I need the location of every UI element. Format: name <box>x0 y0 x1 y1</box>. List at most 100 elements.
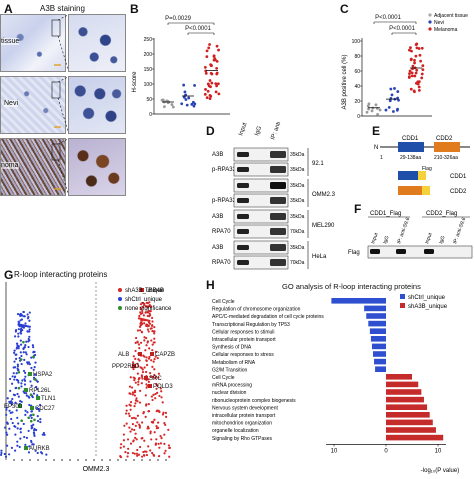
g-point-sha3b <box>159 387 162 390</box>
g-point-sha3b <box>153 373 156 377</box>
g-point-sha3b <box>158 394 161 398</box>
g-point-shctrl <box>19 437 22 440</box>
g-point-shctrl <box>39 418 42 421</box>
row-label-nevi: Nevi <box>4 100 19 107</box>
d-band-ip <box>270 228 286 235</box>
panel-c-letter: C <box>340 2 349 16</box>
panel-g-letter: G <box>4 268 14 282</box>
d-band-ip <box>270 244 286 251</box>
g-point-sha3b <box>125 422 128 425</box>
g-point-shctrl <box>23 383 27 386</box>
g-point-sha3b <box>123 424 126 427</box>
g-point-sha3b <box>146 328 150 331</box>
g-point-shctrl <box>34 373 37 376</box>
b-ytick: 150 <box>144 67 153 73</box>
g-point-sha3b <box>149 372 152 375</box>
e-cdd1-label: CDD1 <box>402 136 419 142</box>
h-bar-shctrl <box>374 358 386 365</box>
g-point-sha3b <box>134 436 137 439</box>
c-point <box>374 103 378 107</box>
g-point-shctrl <box>16 416 19 419</box>
g-point-sha3b <box>165 415 168 418</box>
f-lane-label: IP: anti-S9.6 <box>396 217 411 245</box>
b-point <box>209 71 213 75</box>
g-point-shctrl <box>15 409 18 412</box>
g-point-shctrl <box>24 343 27 347</box>
g-point-shctrl <box>13 360 16 363</box>
g-point-shctrl <box>16 312 20 316</box>
e-construct2-flag <box>422 186 430 195</box>
g-gene-marker <box>24 388 28 392</box>
g-point-sha3b <box>148 301 151 304</box>
g-point-shctrl <box>22 422 25 426</box>
d-band-input <box>237 260 249 265</box>
d-band-input <box>237 214 249 219</box>
g-baseline-point <box>165 459 167 461</box>
g-point-shctrl <box>10 403 14 406</box>
g-point-shctrl <box>17 395 20 398</box>
panel-f-blot: CDD1_Flag CDD2_Flag Input IgG IP: anti-S9.… <box>346 206 474 262</box>
c-point <box>417 89 421 92</box>
g-point-sha3b <box>140 382 143 385</box>
g-point-sha3b <box>140 330 144 333</box>
g-point-sha3b <box>136 421 139 424</box>
g-point-sha3b <box>131 423 135 426</box>
g-gene-label: HSPA2 <box>33 372 53 378</box>
g-point-sha3b <box>144 305 147 308</box>
g-point-sha3b <box>134 381 137 384</box>
g-point-sha3b <box>155 425 158 428</box>
b-ytick: 50 <box>146 97 152 103</box>
g-point-sha3b <box>153 326 156 329</box>
g-point-shctrl <box>11 382 14 385</box>
d-kda: 70kDa <box>290 260 305 266</box>
d-band-ip <box>270 259 286 266</box>
g-point-sha3b <box>168 446 171 449</box>
g-point-sha3b <box>153 418 156 421</box>
d-cell-line: HeLa <box>312 254 327 260</box>
c-point <box>407 75 411 79</box>
g-point-sha3b <box>148 309 151 313</box>
g-point-shctrl <box>6 444 9 447</box>
g-point-shctrl <box>24 375 27 378</box>
h-legend-swatch-shctrl <box>400 294 405 299</box>
c-point <box>415 46 419 50</box>
g-point-shctrl <box>22 369 26 373</box>
g-point-sha3b <box>160 390 163 393</box>
c-legend-adjacent: Adjacent tissue <box>434 13 468 19</box>
c-bracket-2 <box>391 32 417 35</box>
g-point-shctrl <box>30 416 33 420</box>
h-xlabel: -log₁₀(P value) <box>421 468 459 474</box>
c-ylabel: A3B positive cell (%) <box>342 54 348 109</box>
g-point-shctrl <box>17 381 20 384</box>
g-point-shctrl <box>36 419 40 423</box>
g-point-shctrl <box>20 314 24 317</box>
g-point-sha3b <box>131 361 135 364</box>
g-point-sha3b <box>124 451 127 454</box>
g-baseline-point <box>45 459 47 461</box>
g-baseline-point <box>37 459 39 461</box>
c-point <box>415 68 419 72</box>
g-point-sha3b <box>157 454 161 458</box>
d-row-label: RPA70 <box>212 260 231 266</box>
d-band-input <box>237 245 249 250</box>
g-point-shctrl <box>36 451 39 455</box>
g-point-sha3b <box>143 454 146 457</box>
g-point-shctrl <box>19 431 22 434</box>
g-point-sha3b <box>151 320 154 323</box>
g-point-sha3b <box>144 394 147 397</box>
b-point <box>206 89 210 93</box>
g-point-shctrl <box>32 443 35 446</box>
c-point <box>417 85 421 89</box>
g-point-sha3b <box>131 451 134 455</box>
h-category-label: Metabolism of RNA <box>212 360 256 366</box>
c-point <box>378 108 382 112</box>
b-point <box>182 83 186 87</box>
g-point-none <box>34 378 37 381</box>
g-point-sha3b <box>164 423 167 427</box>
e-cdd1-domain <box>398 142 424 152</box>
f-lane-label: Input <box>370 232 380 245</box>
g-point-sha3b <box>138 314 141 318</box>
g-point-sha3b <box>145 336 148 340</box>
g-point-shctrl <box>0 453 3 457</box>
b-point <box>217 92 221 96</box>
